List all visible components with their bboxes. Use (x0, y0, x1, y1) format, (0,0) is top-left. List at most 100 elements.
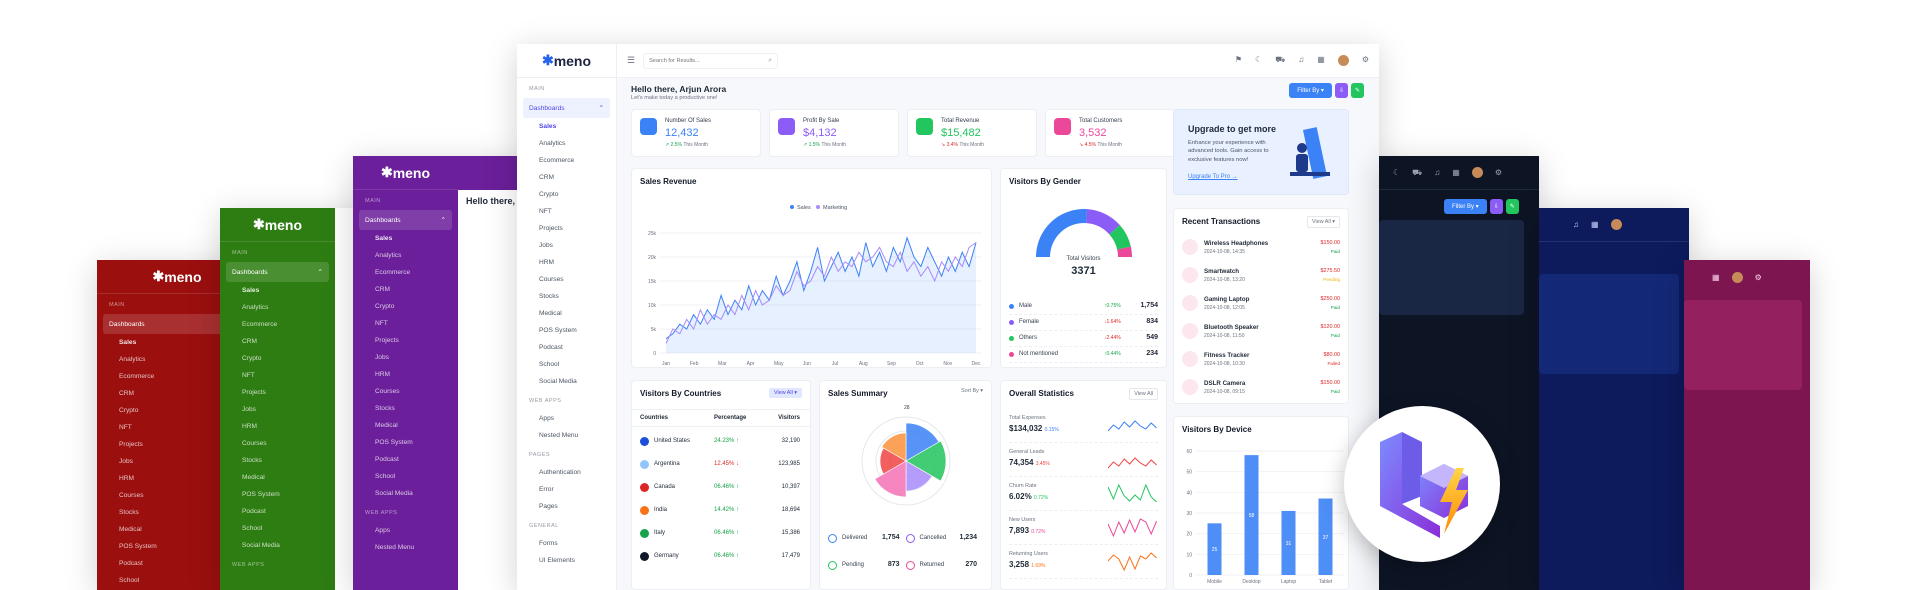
sidebar-item[interactable]: HRM (517, 254, 616, 271)
language-icon[interactable]: ⚑ (1234, 55, 1243, 64)
sidebar-item[interactable]: Medical (353, 417, 458, 434)
sidebar-item[interactable]: HRM (220, 418, 335, 435)
sidebar-item[interactable]: CRM (220, 333, 335, 350)
apps-icon[interactable]: ▦ (1712, 272, 1720, 282)
sidebar-item[interactable]: Social Media (220, 537, 335, 554)
sidebar-item[interactable]: Sales (220, 282, 335, 299)
sidebar-item[interactable]: School (517, 356, 616, 373)
avatar[interactable] (1610, 219, 1622, 230)
sidebar-item[interactable]: CRM (97, 385, 257, 402)
sidebar-item[interactable]: Jobs (517, 237, 616, 254)
sidebar-item[interactable]: NFT (353, 315, 458, 332)
sidebar-item[interactable]: Crypto (353, 298, 458, 315)
cart-icon[interactable]: ⛟ (1412, 167, 1423, 177)
menu-pages[interactable]: Pages (539, 503, 558, 510)
dashboards-menu[interactable]: Dashboards ⌃ (359, 210, 452, 230)
sidebar-item[interactable]: Medical (220, 469, 335, 486)
dashboards-menu[interactable]: Dashboards ⌃ (226, 262, 329, 282)
sidebar-item[interactable]: Social Media (353, 485, 458, 502)
sidebar-item[interactable]: School (97, 572, 257, 589)
sidebar-item[interactable]: POS System (353, 434, 458, 451)
menu-apps[interactable]: Apps (539, 415, 555, 422)
search-icon[interactable]: ⌕ (768, 56, 773, 64)
gear-icon[interactable]: ⚙ (1754, 272, 1762, 282)
menu-ui-elements[interactable]: UI Elements (539, 557, 575, 564)
sidebar-item[interactable]: POS System (220, 486, 335, 503)
sidebar-item[interactable]: CRM (517, 169, 616, 186)
download-icon[interactable]: ⇩ (1334, 83, 1348, 98)
sidebar-item[interactable]: Courses (353, 383, 458, 400)
sidebar-item[interactable]: Sales (517, 118, 616, 135)
apps-icon[interactable]: ▦ (1317, 55, 1325, 64)
sidebar-item[interactable]: HRM (353, 366, 458, 383)
search-box[interactable]: ⌕ (643, 52, 779, 69)
transaction-row[interactable]: Bluetooth Speaker 2024-10-08, 11:50 $120… (1180, 319, 1340, 347)
dashboards-menu[interactable]: Dashboards ⌃ (523, 98, 610, 118)
sidebar-item[interactable]: NFT (517, 203, 616, 220)
transaction-row[interactable]: Fitness Tracker 2024-10-08, 10:30 $80.00… (1180, 347, 1340, 375)
sidebar-item[interactable]: Podcast (220, 503, 335, 520)
sidebar-item[interactable]: Courses (517, 271, 616, 288)
sidebar-item[interactable]: Ecommerce (517, 152, 616, 169)
menu-authentication[interactable]: Authentication (539, 469, 581, 476)
sidebar-item[interactable]: NFT (97, 419, 257, 436)
avatar[interactable] (1337, 55, 1349, 66)
sidebar-item[interactable]: Projects (517, 220, 616, 237)
sidebar-item[interactable]: Stocks (353, 400, 458, 417)
sidebar-item[interactable]: Courses (220, 435, 335, 452)
sidebar-item[interactable]: Podcast (97, 555, 257, 572)
sidebar-item[interactable]: Ecommerce (220, 316, 335, 333)
sidebar-item[interactable]: POS System (97, 538, 257, 555)
transaction-row[interactable]: Gaming Laptop 2024-10-08, 12:05 $250.00 … (1180, 291, 1340, 319)
menu-nested[interactable]: Nested Menu (539, 432, 579, 439)
sidebar-item[interactable]: Stocks (220, 452, 335, 469)
sidebar-item[interactable]: Medical (97, 521, 257, 538)
sidebar-item[interactable]: Podcast (517, 339, 616, 356)
menu-error[interactable]: Error (539, 486, 554, 493)
apps-icon[interactable]: ▦ (1452, 168, 1460, 177)
bell-icon[interactable]: ♫ (1573, 220, 1579, 229)
avatar[interactable] (1731, 271, 1743, 283)
filter-button[interactable]: Filter By ▾ (1289, 83, 1332, 98)
sidebar-item[interactable]: Crypto (220, 350, 335, 367)
sidebar-item[interactable]: School (353, 468, 458, 485)
sidebar-item[interactable]: Stocks (97, 504, 257, 521)
gear-icon[interactable]: ⚙ (1361, 55, 1369, 64)
pen-icon[interactable]: ✎ (1350, 83, 1364, 98)
transaction-row[interactable]: Wireless Headphones 2024-10-08, 14:35 $1… (1180, 235, 1340, 263)
sidebar-item[interactable]: Crypto (97, 402, 257, 419)
sidebar-item[interactable]: Medical (517, 305, 616, 322)
sidebar-item[interactable]: Ecommerce (353, 264, 458, 281)
moon-icon[interactable]: ☾ (1255, 55, 1263, 64)
sidebar-item[interactable]: Projects (353, 332, 458, 349)
menu-toggle-icon[interactable]: ☰ (627, 55, 636, 65)
sidebar-item[interactable]: NFT (220, 367, 335, 384)
moon-icon[interactable]: ☾ (1393, 168, 1401, 177)
avatar[interactable] (1471, 167, 1483, 178)
transaction-row[interactable]: Smartwatch 2024-10-08, 13:20 $275.50 Pen… (1180, 263, 1340, 291)
sidebar-item[interactable]: Ecommerce (97, 368, 257, 385)
sidebar-item[interactable]: School (220, 520, 335, 537)
filter-button[interactable]: Filter By ▾ (1444, 199, 1487, 214)
sidebar-item[interactable]: Analytics (220, 299, 335, 316)
gear-icon[interactable]: ⚙ (1494, 168, 1502, 177)
cart-icon[interactable]: ⛟ (1275, 55, 1286, 64)
sidebar-item[interactable]: CRM (353, 281, 458, 298)
download-icon[interactable]: ⇩ (1489, 199, 1503, 214)
sidebar-item[interactable]: Jobs (220, 401, 335, 418)
upgrade-link[interactable]: Upgrade To Pro → (1188, 174, 1238, 180)
search-input[interactable] (649, 57, 760, 64)
sidebar-item[interactable]: Projects (97, 436, 257, 453)
sort-button[interactable]: Sort By ▾ (961, 388, 983, 394)
sidebar-item[interactable]: Projects (220, 384, 335, 401)
view-all-button[interactable]: View All (1129, 388, 1158, 400)
sidebar-item[interactable]: Jobs (97, 453, 257, 470)
sidebar-item[interactable]: Crypto (517, 186, 616, 203)
sidebar-item[interactable]: HRM (97, 470, 257, 487)
sidebar-item[interactable]: Analytics (517, 135, 616, 152)
bell-icon[interactable]: ♫ (1434, 168, 1441, 177)
sidebar-item[interactable]: Sales (353, 230, 458, 247)
transaction-row[interactable]: DSLR Camera 2024-10-08, 09:15 $150.00 Pa… (1180, 375, 1340, 403)
menu-nested[interactable]: Nested Menu (375, 544, 415, 551)
apps-icon[interactable]: ▦ (1591, 220, 1599, 229)
